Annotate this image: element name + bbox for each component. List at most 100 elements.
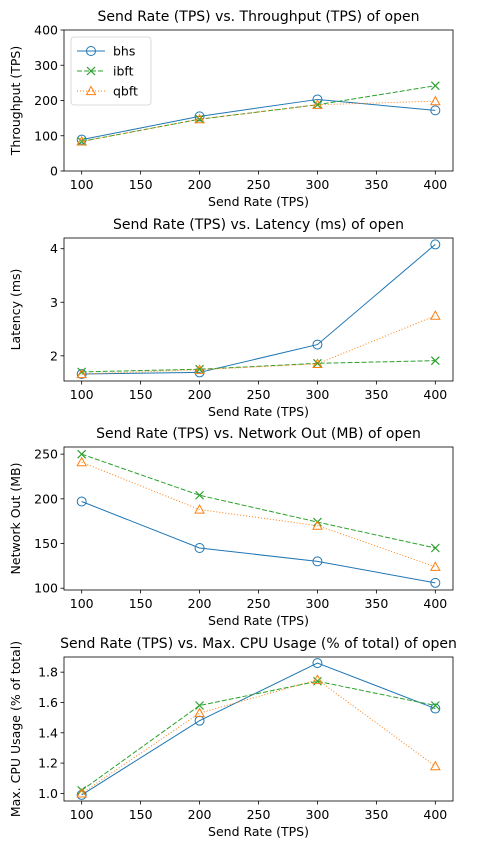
x-tick-label: 250 [247,596,271,611]
chart-title: Send Rate (TPS) vs. Max. CPU Usage (% of… [60,636,457,652]
x-tick-label: 400 [423,807,447,822]
data-point-bhs [76,496,87,507]
y-tick-label: 4 [50,241,58,256]
data-point-qbft [429,561,441,571]
chart-3: Send Rate (TPS) vs. Network Out (MB) of … [8,426,454,628]
x-tick-label: 200 [188,177,212,192]
y-tick-label: 150 [34,536,58,551]
x-tick-label: 100 [70,387,94,402]
legend-marker-ibft [86,66,96,76]
data-point-qbft [76,456,88,467]
data-point-qbft [429,760,441,771]
data-point-bhs [312,556,323,567]
data-point-bhs [430,577,441,588]
chart-4: Send Rate (TPS) vs. Max. CPU Usage (% of… [8,636,457,839]
y-tick-label: 250 [34,447,58,462]
x-tick-label: 350 [364,387,388,402]
x-tick-label: 250 [247,177,271,192]
x-tick-label: 100 [70,596,94,611]
series-line-bhs [81,98,436,141]
x-tick-label: 350 [364,596,388,611]
data-point-ibft [430,701,440,710]
data-point-bhs [312,658,323,669]
x-tick-label: 150 [129,177,153,192]
data-point-qbft [76,787,88,798]
x-axis-label: Send Rate (TPS) [208,613,309,628]
y-axis-label: Throughput (TPS) [8,46,23,156]
data-point-ibft [195,364,204,374]
series-line-ibft [81,85,436,142]
y-tick-label: 0 [50,164,58,179]
plot-frame [63,656,454,802]
data-point-qbft [194,504,205,514]
data-point-bhs [312,339,323,350]
x-tick-label: 250 [247,387,271,402]
chart-title: Send Rate (TPS) vs. Network Out (MB) of … [96,426,421,442]
data-point-ibft [195,114,204,124]
y-tick-label: 200 [34,491,58,506]
data-point-qbft [429,310,441,320]
x-tick-label: 300 [306,387,330,402]
data-point-qbft [76,135,88,146]
x-tick-label: 250 [247,807,271,822]
data-point-ibft [195,701,204,710]
x-tick-label: 150 [129,387,153,402]
x-tick-label: 150 [129,596,153,611]
data-point-qbft [312,99,323,109]
y-tick-label: 1.2 [38,756,58,771]
x-tick-label: 200 [188,596,212,611]
x-tick-label: 300 [306,807,330,822]
x-tick-label: 300 [306,596,330,611]
series-line-ibft [81,453,436,549]
y-axis-label: Network Out (MB) [8,463,23,575]
x-tick-label: 200 [188,387,212,402]
chart-1: Send Rate (TPS) vs. Throughput (TPS) of … [8,9,454,209]
data-point-qbft [429,95,441,106]
data-point-bhs [430,239,441,250]
y-axis-label: Latency (ms) [8,269,23,351]
series-line-ibft [81,680,436,791]
data-point-qbft [194,364,205,374]
y-tick-label: 1.8 [38,665,58,680]
series-line-qbft [81,100,436,142]
y-tick-label: 1.6 [38,695,58,710]
series-line-bhs [81,244,436,375]
data-point-qbft [312,674,323,684]
legend-entry-bhs: bhs [113,44,135,59]
data-point-qbft [76,368,88,379]
data-point-bhs [194,542,205,553]
legend-entry-ibft: ibft [113,64,134,79]
y-tick-label: 1.4 [38,725,58,740]
legend: bhs ibft qbft [70,36,152,106]
y-tick-label: 200 [34,93,58,108]
data-point-ibft [430,356,440,366]
data-point-qbft [194,707,205,718]
x-tick-label: 300 [306,177,330,192]
y-tick-label: 1.0 [38,786,58,801]
data-point-ibft [313,358,322,368]
x-tick-label: 200 [188,807,212,822]
x-tick-label: 100 [70,177,94,192]
data-point-ibft [313,676,322,686]
x-tick-label: 150 [129,807,153,822]
legend-marker-qbft [85,85,97,96]
series-line-ibft [81,360,436,373]
x-tick-label: 100 [70,807,94,822]
x-tick-label: 400 [423,387,447,402]
data-point-qbft [312,358,323,368]
y-axis-label: Max. CPU Usage (% of total) [8,641,23,817]
data-point-ibft [77,449,87,459]
legend-marker-bhs [86,46,96,56]
y-tick-label: 300 [34,58,58,73]
data-point-bhs [76,134,87,145]
x-tick-label: 350 [364,177,388,192]
chart-2: Send Rate (TPS) vs. Latency (ms) of open… [8,217,454,419]
data-point-bhs [430,105,441,116]
x-tick-label: 400 [423,177,447,192]
data-point-ibft [195,490,204,500]
series-line-qbft [81,315,436,375]
x-tick-label: 400 [423,596,447,611]
x-axis-label: Send Rate (TPS) [208,194,309,209]
chart-title: Send Rate (TPS) vs. Throughput (TPS) of … [98,9,420,25]
